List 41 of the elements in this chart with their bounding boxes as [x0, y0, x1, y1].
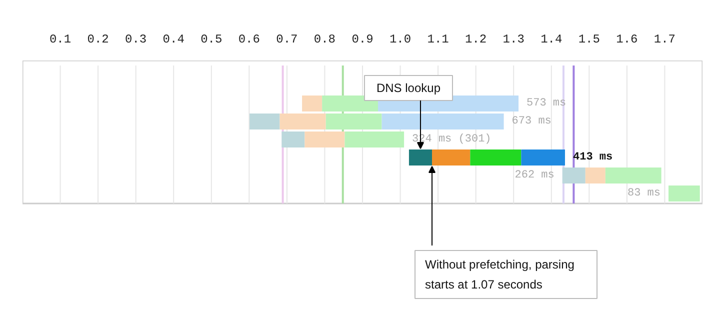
- x-tick-label: 0.1: [49, 32, 72, 46]
- x-tick-label: 1.1: [427, 32, 449, 46]
- bar: [304, 132, 345, 148]
- x-tick-label: 1.3: [502, 32, 524, 46]
- annotation: 83 ms: [627, 188, 661, 200]
- bar: [302, 96, 322, 112]
- bar: [521, 150, 565, 166]
- x-tick-label: 1.7: [654, 32, 676, 46]
- x-tick-label: 0.6: [238, 32, 260, 46]
- x-tick-label: 1.4: [540, 32, 562, 46]
- annotation: 573 ms: [526, 98, 566, 110]
- bar: [326, 114, 382, 130]
- bar: [408, 150, 432, 166]
- bar: [382, 114, 504, 130]
- bar: [562, 168, 586, 184]
- x-tick-label: 1.5: [578, 32, 600, 46]
- annotation: DNS lookup: [376, 81, 441, 95]
- annotation: 413 ms: [572, 152, 613, 164]
- bar: [432, 150, 470, 166]
- x-tick-label: 1.0: [389, 32, 412, 46]
- x-tick-label: 0.5: [200, 32, 222, 46]
- x-tick-label: 0.3: [125, 32, 147, 46]
- annotation: 262 ms: [514, 170, 554, 182]
- annotation: 673 ms: [512, 116, 552, 128]
- x-tick-label: 0.8: [314, 32, 336, 46]
- x-tick-label: 0.7: [276, 32, 298, 46]
- bar: [470, 150, 522, 166]
- bar: [250, 114, 280, 130]
- bar: [668, 186, 700, 202]
- bar: [605, 168, 662, 184]
- x-tick-label: 0.9: [352, 32, 374, 46]
- bar: [280, 114, 326, 130]
- bar: [282, 132, 305, 148]
- x-tick-label: 0.4: [162, 32, 184, 46]
- bar: [322, 96, 378, 112]
- text: Without prefetching, parsing starts at 1.07 seconds: [425, 258, 574, 292]
- bar: [585, 168, 606, 184]
- x-tick-label: 1.2: [465, 32, 487, 46]
- x-tick-label: 0.2: [87, 32, 109, 46]
- bar: [344, 132, 404, 148]
- x-tick-label: 1.6: [616, 32, 638, 46]
